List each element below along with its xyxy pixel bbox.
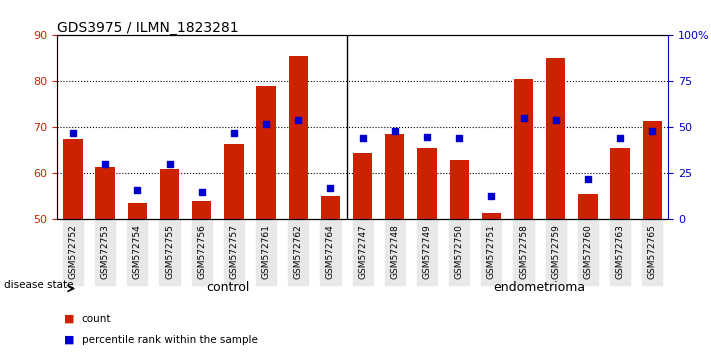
Bar <box>321 196 340 219</box>
Point <box>196 189 208 195</box>
Point <box>228 130 240 136</box>
Point <box>100 161 111 167</box>
Point <box>646 128 658 134</box>
Text: ■: ■ <box>64 314 75 324</box>
Bar <box>514 79 533 219</box>
Point <box>550 117 562 123</box>
Point <box>357 136 368 141</box>
Point <box>164 161 175 167</box>
Point <box>68 130 79 136</box>
Bar <box>128 203 147 219</box>
Point <box>260 121 272 127</box>
Point <box>582 176 594 182</box>
Bar <box>417 148 437 219</box>
Text: ■: ■ <box>64 335 75 345</box>
Bar <box>385 134 405 219</box>
Bar <box>611 148 630 219</box>
Point <box>325 185 336 191</box>
Text: GDS3975 / ILMN_1823281: GDS3975 / ILMN_1823281 <box>57 21 238 35</box>
Bar <box>289 56 308 219</box>
Point <box>422 134 433 139</box>
Bar <box>546 58 565 219</box>
Text: percentile rank within the sample: percentile rank within the sample <box>82 335 257 345</box>
Point <box>486 193 497 198</box>
Point <box>518 115 529 121</box>
Point <box>614 136 626 141</box>
Bar <box>578 194 597 219</box>
Bar <box>643 120 662 219</box>
Bar <box>192 201 211 219</box>
Bar <box>257 86 276 219</box>
Point <box>132 187 143 193</box>
Point <box>389 128 400 134</box>
Text: count: count <box>82 314 111 324</box>
Bar <box>481 212 501 219</box>
Point <box>454 136 465 141</box>
Bar <box>95 166 114 219</box>
Bar <box>224 143 244 219</box>
Point <box>292 117 304 123</box>
Bar <box>353 153 373 219</box>
Bar <box>160 169 179 219</box>
Bar <box>449 160 469 219</box>
Text: endometrioma: endometrioma <box>493 281 586 294</box>
Text: disease state: disease state <box>4 280 73 290</box>
Bar <box>63 139 82 219</box>
Text: control: control <box>206 281 250 294</box>
